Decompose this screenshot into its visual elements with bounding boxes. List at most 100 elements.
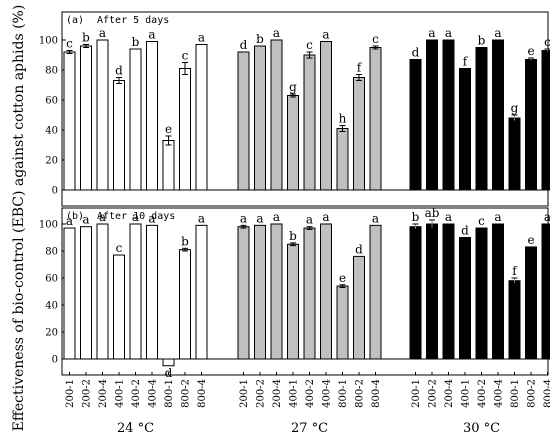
significance-letter: a	[99, 210, 106, 224]
significance-letter: a	[544, 210, 550, 224]
bar	[492, 39, 504, 191]
significance-letter: d	[461, 224, 469, 238]
bar	[80, 226, 92, 360]
x-tick-label: 200-1	[411, 379, 422, 408]
x-tick-label: 200-1	[65, 379, 76, 408]
bar	[96, 39, 109, 191]
bar	[459, 68, 471, 191]
bar	[287, 95, 299, 191]
significance-letter: a	[372, 211, 379, 225]
bar	[525, 59, 537, 191]
significance-letter: b	[256, 32, 264, 46]
x-tick-label: 400-4	[322, 379, 333, 408]
panel-label: (a)	[66, 15, 84, 26]
x-tick-label: 800-1	[164, 379, 175, 408]
x-tick-label: 400-1	[461, 379, 472, 408]
significance-letter: f	[512, 264, 518, 278]
significance-letter: g	[289, 80, 297, 94]
bar	[442, 39, 455, 191]
bar	[409, 226, 422, 360]
y-tick-label: 60	[45, 274, 58, 285]
significance-letter: a	[240, 211, 247, 225]
bar	[80, 45, 92, 191]
significance-letter: b	[478, 34, 486, 48]
bar	[492, 223, 504, 360]
significance-letter: a	[273, 210, 280, 224]
bar	[541, 223, 550, 360]
significance-letter: e	[339, 271, 346, 285]
significance-letter: a	[322, 210, 329, 224]
significance-letter: a	[322, 28, 329, 42]
x-tick-label: 400-4	[148, 379, 159, 408]
bar	[129, 48, 142, 191]
x-tick-label: 200-4	[98, 379, 109, 408]
x-tick-label: 400-2	[305, 379, 316, 408]
significance-letter: e	[527, 233, 534, 247]
bar	[162, 358, 175, 367]
bar	[336, 285, 349, 360]
temperature-group-label: 27 °C	[291, 421, 328, 436]
significance-letter: c	[306, 38, 313, 52]
x-tick-label: 200-2	[82, 379, 93, 408]
y-tick-label: 100	[39, 220, 58, 231]
bar	[475, 227, 488, 360]
x-tick-label: 400-2	[131, 379, 142, 408]
bar	[409, 59, 422, 191]
significance-letter: a	[273, 26, 280, 40]
significance-letter: c	[544, 35, 550, 49]
significance-letter: b	[132, 35, 140, 49]
bar	[179, 249, 191, 360]
temperature-group-label: 24 °C	[117, 421, 154, 436]
bar	[113, 254, 125, 360]
bar	[63, 227, 76, 360]
panel-label: (b)	[66, 211, 84, 222]
bar	[353, 255, 365, 360]
bar	[96, 223, 109, 360]
significance-letter: a	[256, 211, 263, 225]
bar	[113, 80, 125, 191]
x-tick-label: 800-4	[197, 379, 208, 408]
significance-letter: a	[306, 213, 313, 227]
x-tick-label: 400-1	[115, 379, 126, 408]
bar	[508, 280, 521, 360]
bar	[129, 223, 142, 360]
significance-letter: a	[445, 210, 452, 224]
bar	[195, 44, 208, 191]
bar	[237, 51, 250, 191]
significance-letter: c	[478, 214, 485, 228]
significance-letter: e	[165, 122, 172, 136]
y-axis-label: Effectiveness of bio-control (EBC) again…	[11, 5, 27, 432]
significance-letter: d	[355, 242, 363, 256]
bar	[179, 68, 191, 191]
x-tick-label: 200-1	[239, 379, 250, 408]
bar	[237, 226, 250, 360]
significance-letter: d	[115, 64, 123, 78]
bar	[270, 223, 283, 360]
significance-letter: h	[339, 112, 347, 126]
significance-letter: a	[428, 26, 435, 40]
x-tick-label: 800-2	[527, 379, 538, 408]
significance-letter: d	[412, 46, 420, 60]
significance-letter: c	[182, 49, 189, 63]
significance-letter: a	[66, 214, 73, 228]
significance-letter: c	[372, 32, 379, 46]
bar	[541, 50, 550, 191]
significance-letter: e	[527, 44, 534, 58]
y-tick-label: 20	[45, 156, 58, 167]
panel-title: After 5 days	[97, 15, 169, 26]
x-tick-label: 800-2	[355, 379, 366, 408]
y-tick-label: 20	[45, 328, 58, 339]
bar	[162, 140, 175, 191]
significance-letter: ab	[425, 206, 440, 220]
y-tick-label: 100	[39, 36, 58, 47]
significance-letter: a	[198, 31, 205, 45]
significance-letter: g	[511, 101, 519, 115]
significance-letter: a	[99, 26, 106, 40]
significance-letter: f	[463, 55, 469, 69]
bar	[270, 39, 283, 191]
bar	[63, 51, 76, 191]
bar	[146, 41, 158, 191]
significance-letter: b	[181, 234, 189, 248]
x-tick-label: 800-4	[371, 379, 382, 408]
